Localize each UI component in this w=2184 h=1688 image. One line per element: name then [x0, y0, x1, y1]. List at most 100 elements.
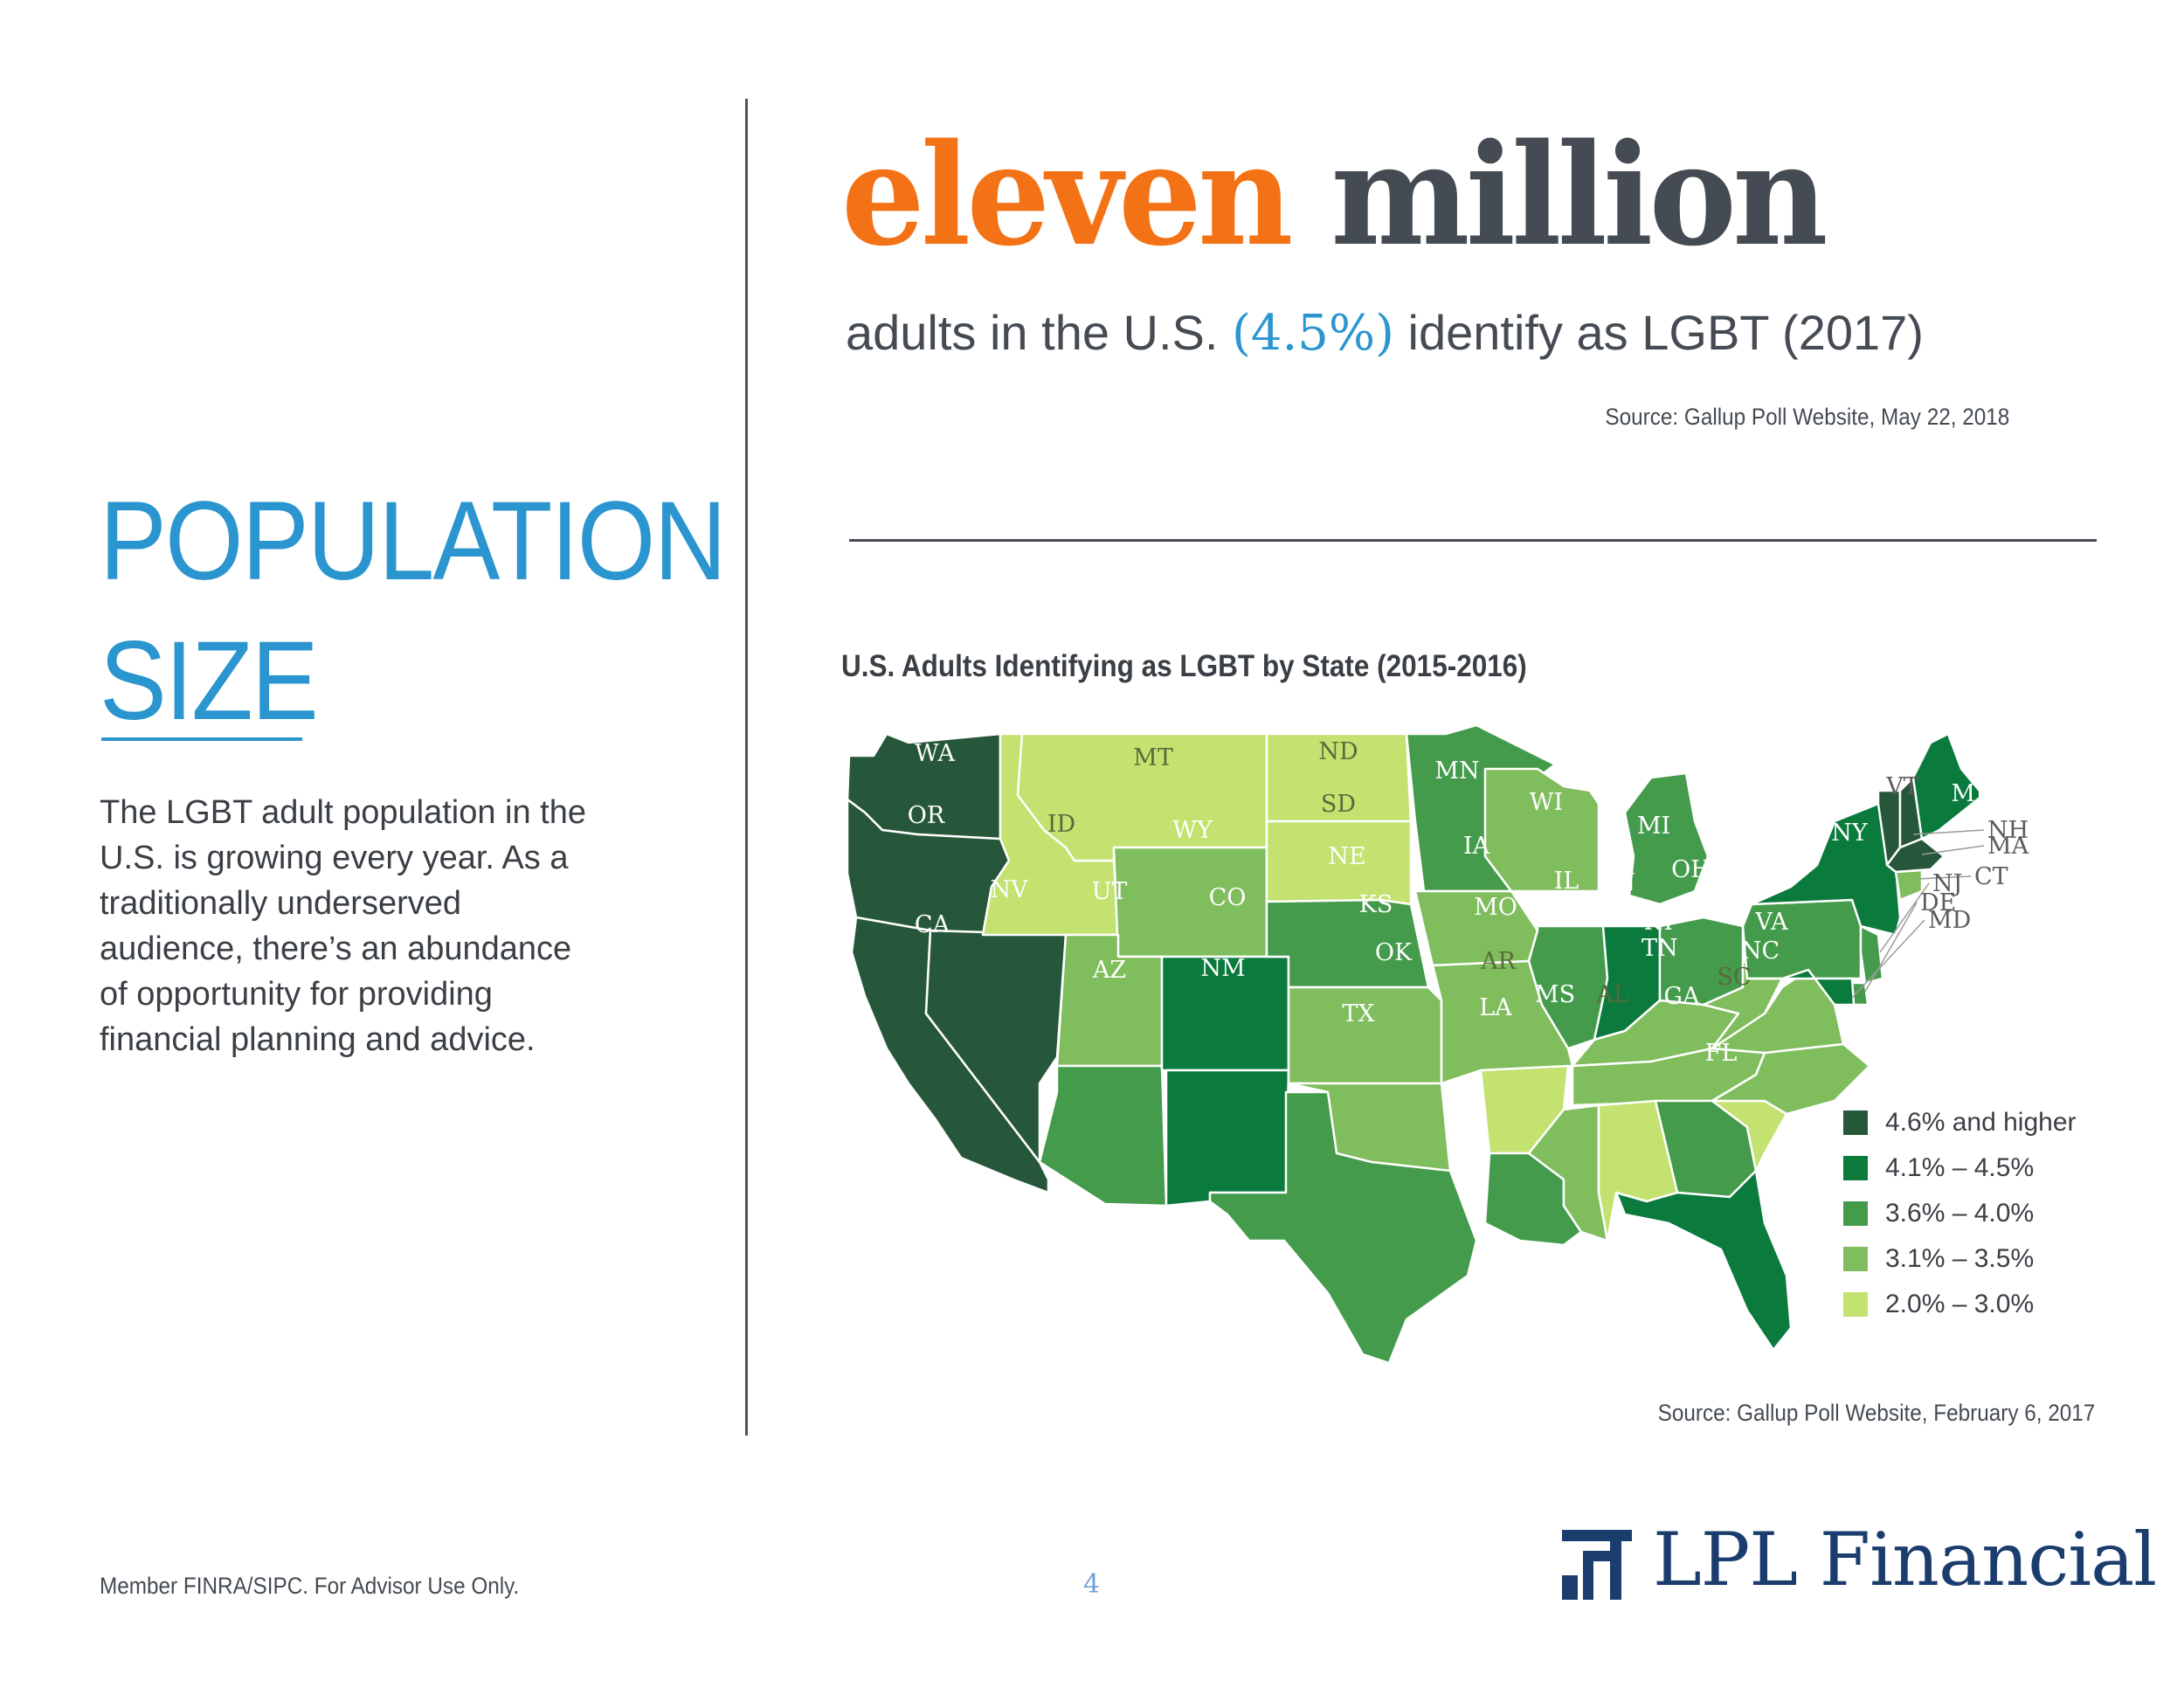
state-label-az: AZ [1092, 957, 1126, 984]
section-title-line1: POPULATION [100, 479, 727, 604]
state-me [1911, 732, 1985, 841]
section-title-line2: SIZE [100, 619, 319, 744]
us-choropleth-map: WA OR CA NV ID MT WY UT AZ CO NM ND SD NE KS OK TX MN IA MO… [846, 723, 2029, 1365]
legend-label: 2.0% – 3.0% [1885, 1290, 2035, 1318]
state-label-or: OR [908, 802, 945, 829]
section-title-underline [101, 737, 302, 741]
state-nj [1859, 924, 1884, 985]
section-divider [849, 539, 2097, 542]
state-label-nj: NJ [1932, 870, 1962, 897]
state-label-vt: VT [1885, 773, 1919, 800]
state-label-pa: PA [1777, 852, 1808, 879]
legend-swatch [1843, 1201, 1868, 1226]
state-md [1745, 968, 1856, 1007]
state-label-ga: GA [1663, 983, 1700, 1010]
state-label-ny: NY [1831, 820, 1869, 847]
state-label-wa: WA [915, 740, 955, 767]
section-body-text: The LGBT adult population in the U.S. is… [100, 794, 587, 1058]
state-label-tn: TN [1641, 935, 1678, 962]
state-label-sc: SC [1717, 964, 1751, 991]
state-label-de: DE [1920, 889, 1956, 917]
state-label-mi: MI [1637, 813, 1670, 840]
section-title: POPULATION SIZE [100, 472, 727, 751]
state-label-ky: KY [1643, 909, 1676, 936]
state-label-wy: WY [1172, 817, 1213, 844]
page-number: 4 [1083, 1569, 1101, 1600]
legend-label: 3.6% – 4.0% [1885, 1199, 2035, 1228]
state-label-ca: CA [915, 911, 950, 938]
state-label-ar: AR [1480, 948, 1516, 975]
state-label-ut: UT [1092, 878, 1128, 905]
state-label-oh: OH [1671, 856, 1711, 883]
legend-item: 2.0% – 3.0% [1843, 1290, 2034, 1319]
state-wi [1483, 767, 1600, 893]
state-label-sd: SD [1321, 791, 1356, 818]
legend-swatch [1843, 1110, 1868, 1135]
state-label-co: CO [1209, 884, 1247, 911]
legend-item: 4.1% – 4.5% [1843, 1153, 2034, 1183]
state-label-nv: NV [990, 876, 1028, 903]
leader-line-ma [1921, 845, 1985, 855]
leader-line-nh [1912, 829, 1985, 835]
legend-item: 3.6% – 4.0% [1843, 1199, 2034, 1228]
state-label-tx: TX [1342, 1000, 1375, 1027]
headline: eleven million [841, 112, 1828, 278]
lpl-logo-icon [1562, 1530, 1632, 1600]
state-az [1038, 1064, 1168, 1207]
leader-line-de [1864, 902, 1918, 993]
state-nc [1711, 1042, 1871, 1116]
state-label-ma: MA [1987, 833, 2029, 860]
state-label-ok: OK [1375, 939, 1413, 966]
legend-swatch [1843, 1292, 1868, 1317]
state-label-wv: WV [1709, 898, 1751, 925]
footer-disclaimer: Member FINRA/SIPC. For Advisor Use Only. [100, 1573, 520, 1599]
state-label-wi: WI [1530, 789, 1563, 816]
subheadline: adults in the U.S. (4.5%) identify as LG… [846, 302, 1924, 364]
leader-line-ct [1917, 875, 1972, 880]
legend-item: 4.6% and higher [1843, 1108, 2077, 1138]
subheadline-percent: (4.5%) [1232, 305, 1394, 362]
state-label-ms: MS [1535, 981, 1575, 1008]
state-label-in: IN [1606, 869, 1635, 896]
state-label-mo: MO [1474, 894, 1517, 921]
state-label-ia: IA [1463, 833, 1490, 860]
subheadline-after: identify as LGBT (2017) [1407, 305, 1924, 360]
state-label-nc: NC [1741, 937, 1780, 965]
state-label-il: IL [1554, 868, 1579, 895]
state-mi [1623, 771, 1710, 906]
brand-name: LPL Financial [1653, 1517, 2157, 1602]
state-label-ct: CT [1974, 863, 2008, 890]
map-title: U.S. Adults Identifying as LGBT by State… [841, 649, 1527, 683]
state-fl [1614, 1169, 1793, 1352]
legend-label: 4.6% and higher [1885, 1108, 2077, 1137]
state-label-nm: NM [1200, 955, 1245, 982]
state-tx [1208, 1090, 1478, 1365]
state-label-mn: MN [1434, 758, 1479, 785]
state-label-la: LA [1479, 994, 1512, 1021]
subheadline-before: adults in the U.S. [846, 305, 1219, 360]
legend-swatch [1843, 1156, 1868, 1180]
legend-item: 3.1% – 3.5% [1843, 1244, 2034, 1274]
headline-word-orange: eleven [841, 113, 1293, 277]
state-nm [1165, 1069, 1290, 1207]
state-label-al: AL [1595, 981, 1628, 1008]
leader-line-nj [1879, 882, 1930, 953]
state-label-va: VA [1754, 909, 1788, 936]
headline-source: Source: Gallup Poll Website, May 22, 201… [1605, 404, 2009, 430]
state-label-me: ME [1951, 780, 1992, 807]
legend-label: 3.1% – 3.5% [1885, 1244, 2035, 1273]
state-label-ks: KS [1359, 891, 1393, 918]
state-ct [1894, 868, 1924, 902]
state-label-id: ID [1047, 811, 1075, 838]
state-label-nh: NH [1987, 817, 2028, 844]
column-divider [745, 99, 748, 1435]
state-label-md: MD [1928, 907, 1971, 934]
state-label-fl: FL [1705, 1040, 1738, 1067]
legend-label: 4.1% – 4.5% [1885, 1153, 2035, 1182]
state-label-nd: ND [1318, 738, 1358, 765]
headline-word-gray: million [1330, 113, 1828, 277]
map-source: Source: Gallup Poll Website, February 6,… [1657, 1400, 2095, 1426]
state-wv [1702, 959, 1784, 1050]
state-label-ne: NE [1328, 843, 1365, 870]
legend-swatch [1843, 1247, 1868, 1271]
